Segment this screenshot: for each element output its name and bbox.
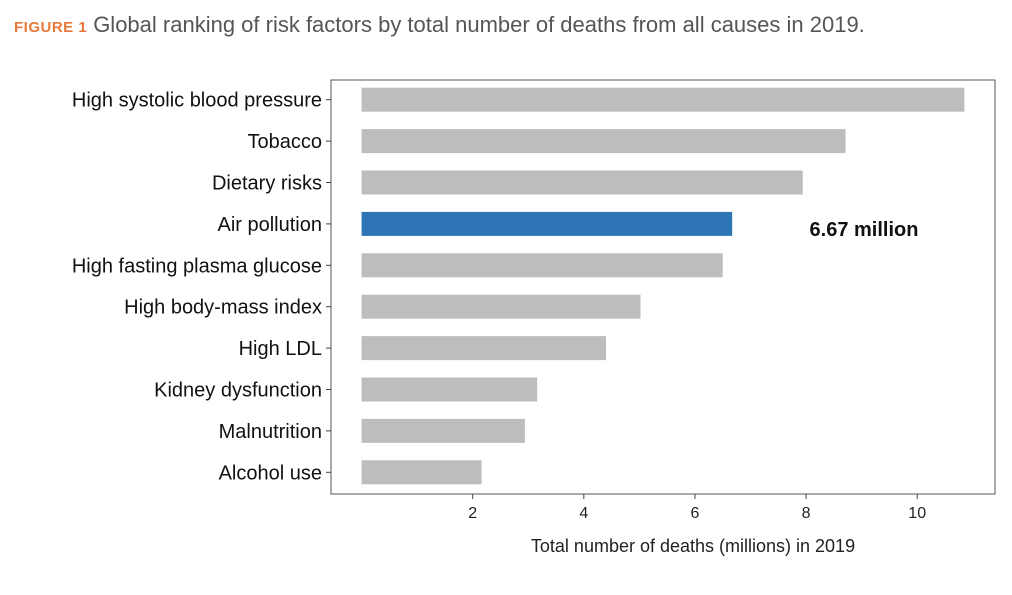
plot-frame (330, 79, 996, 495)
category-label: High body-mass index (124, 297, 322, 319)
category-label: Malnutrition (219, 421, 322, 443)
x-tick-label: 4 (579, 505, 588, 522)
bar (361, 336, 607, 361)
category-label: High LDL (239, 338, 322, 360)
x-tick-label: 2 (468, 505, 477, 522)
x-tick-label: 6 (690, 505, 699, 522)
figure-title: Global ranking of risk factors by total … (93, 12, 865, 37)
category-label: High systolic blood pressure (72, 90, 322, 112)
category-label: Tobacco (248, 131, 323, 153)
x-tick-label: 8 (802, 505, 811, 522)
category-label: High fasting plasma glucose (72, 255, 322, 277)
category-label: Alcohol use (219, 462, 322, 484)
bar (361, 460, 482, 485)
bar (361, 377, 538, 402)
category-label: Dietary risks (212, 173, 322, 195)
bar (361, 418, 525, 443)
figure-label: FIGURE 1 (14, 19, 88, 36)
highlight-annotation: 6.67 million (810, 219, 919, 241)
category-labels-group: High systolic blood pressure Tobacco Dieta… (72, 90, 331, 484)
category-label: Air pollution (217, 214, 322, 236)
bar (361, 253, 723, 278)
bar (361, 170, 803, 195)
figure-caption: FIGURE 1 Global ranking of risk factors b… (14, 12, 865, 38)
x-tick-label: 10 (908, 505, 926, 522)
bar (361, 294, 641, 319)
bar-highlighted (361, 211, 733, 236)
x-axis-group: 2 4 6 8 10 (468, 494, 926, 522)
bar (361, 87, 965, 112)
category-label: Kidney dysfunction (154, 380, 322, 402)
bars-group (361, 87, 965, 485)
x-axis-title: Total number of deaths (millions) in 201… (531, 536, 855, 556)
bar (361, 129, 846, 154)
